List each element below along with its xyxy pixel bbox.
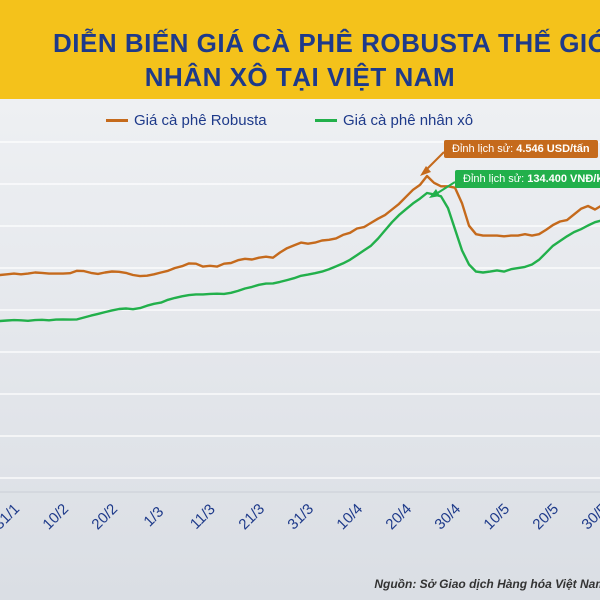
source-note: Nguồn: Sở Giao dịch Hàng hóa Việt Nam bbox=[374, 577, 600, 591]
annotation-robusta-value: 4.546 USD/tấn bbox=[516, 143, 590, 155]
x-tick-label-8: 20/4 bbox=[382, 500, 415, 533]
x-tick-label-11: 20/5 bbox=[529, 500, 562, 533]
x-tick-label-12: 30/5 bbox=[578, 500, 600, 533]
x-tick-label-6: 31/3 bbox=[284, 500, 317, 533]
annotation-robusta-prefix: Đỉnh lịch sử: bbox=[452, 143, 517, 155]
x-tick-label-9: 30/4 bbox=[431, 500, 464, 533]
x-tick-label-0: 31/1 bbox=[0, 500, 23, 533]
legend-label-nhanxo: Giá cà phê nhân xô bbox=[343, 112, 474, 129]
annotation-nhanxo-arrowhead bbox=[429, 189, 440, 198]
annotation-nhanxo-prefix: Đỉnh lịch sử: bbox=[463, 173, 528, 185]
legend-item-nhanxo: Giá cà phê nhân xô bbox=[315, 112, 473, 129]
legend-item-robusta: Giá cà phê Robusta bbox=[106, 112, 267, 129]
x-tick-label-2: 20/2 bbox=[88, 500, 121, 533]
legend-swatch-nhanxo bbox=[315, 119, 337, 122]
chart-title-line-2: NHÂN XÔ TẠI VIỆT NAM bbox=[144, 62, 456, 92]
x-tick-label-7: 10/4 bbox=[333, 500, 366, 533]
chart-title-line-1: DIỄN BIẾN GIÁ CÀ PHÊ ROBUSTA THẾ GIỚI bbox=[53, 28, 600, 58]
series-line-nhanxo bbox=[0, 191, 600, 323]
annotation-nhanxo-peak: Đỉnh lịch sử: 134.400 VNĐ/kg bbox=[455, 170, 600, 188]
legend-swatch-robusta bbox=[106, 119, 128, 122]
x-tick-label-3: 1/3 bbox=[140, 503, 167, 530]
x-tick-label-5: 21/3 bbox=[235, 500, 268, 533]
title-banner: DIỄN BIẾN GIÁ CÀ PHÊ ROBUSTA THẾ GIỚI NH… bbox=[0, 0, 600, 99]
annotation-nhanxo-value: 134.400 VNĐ/kg bbox=[527, 173, 600, 185]
annotation-nhanxo-arrow bbox=[435, 181, 456, 195]
series-line-robusta bbox=[0, 174, 600, 278]
x-tick-label-10: 10/5 bbox=[480, 500, 513, 533]
x-tick-label-4: 11/3 bbox=[187, 501, 219, 533]
annotation-robusta-peak: Đỉnh lịch sử: 4.546 USD/tấn bbox=[444, 140, 598, 158]
x-tick-label-1: 10/2 bbox=[39, 500, 72, 533]
legend-label-robusta: Giá cà phê Robusta bbox=[134, 112, 267, 129]
annotation-robusta-arrow bbox=[425, 151, 445, 171]
annotation-robusta-arrowhead bbox=[420, 166, 431, 176]
